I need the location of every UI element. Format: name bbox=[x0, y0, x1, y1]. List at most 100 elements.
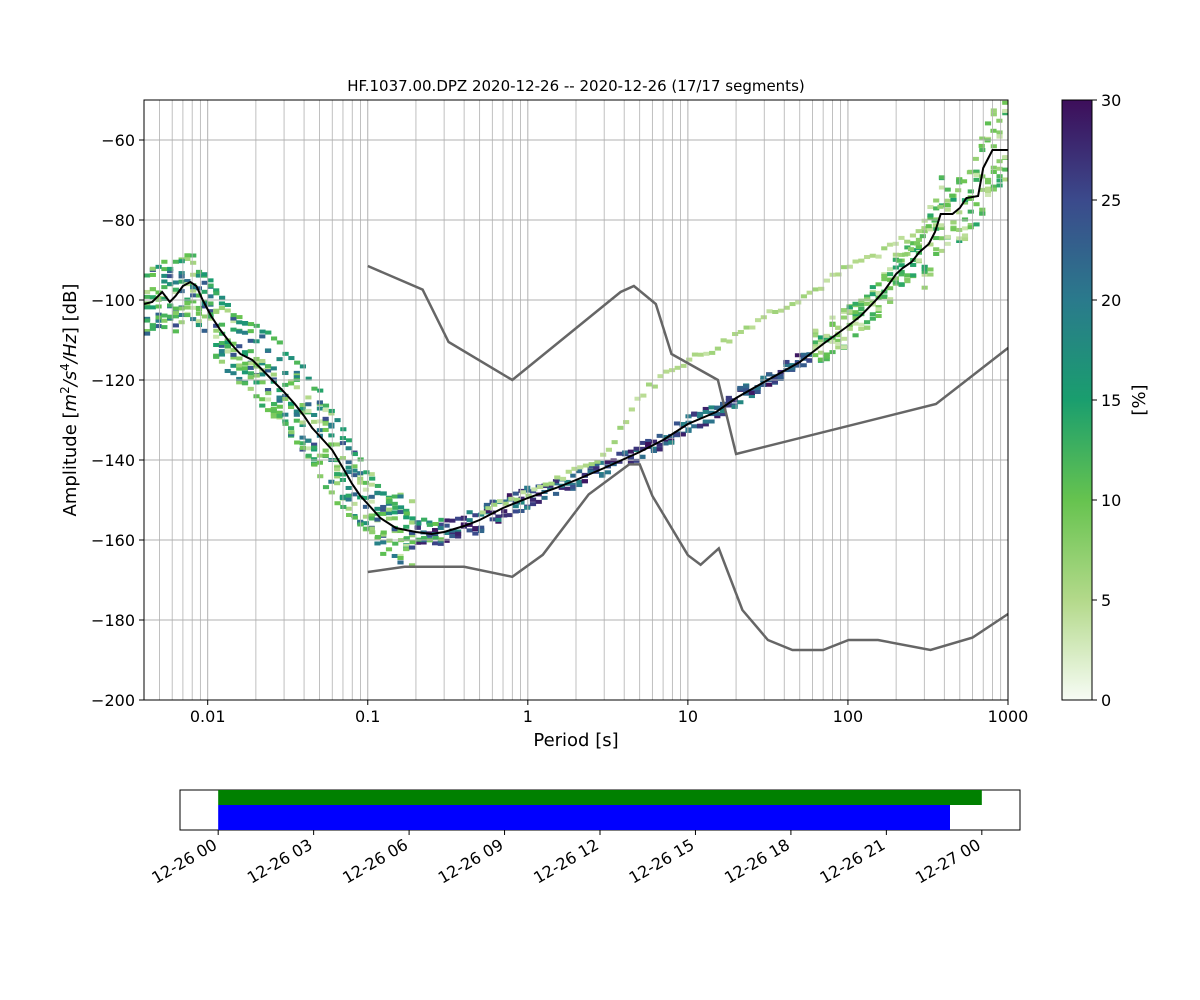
heat-cell bbox=[783, 359, 790, 364]
colorbar-tick-label: 10 bbox=[1101, 491, 1121, 510]
heat-cell bbox=[391, 527, 398, 532]
heat-cell-secondary-trend bbox=[720, 338, 727, 343]
heat-cell-long-period bbox=[925, 224, 932, 229]
heat-cell bbox=[875, 305, 882, 310]
x-tick-label: 0.1 bbox=[355, 707, 380, 726]
heat-cell bbox=[397, 560, 404, 565]
heat-cell-secondary-trend bbox=[531, 487, 538, 492]
heat-cell bbox=[362, 495, 370, 500]
heat-cell-secondary-trend bbox=[582, 463, 590, 468]
heat-cell bbox=[241, 366, 249, 371]
heat-cell bbox=[247, 375, 254, 380]
heat-cell bbox=[858, 322, 865, 327]
heat-cell bbox=[397, 529, 404, 534]
heat-cell bbox=[840, 336, 848, 341]
heat-cell-secondary-trend bbox=[519, 490, 526, 495]
heat-cell bbox=[835, 325, 842, 330]
heat-cell bbox=[432, 541, 439, 546]
heat-cell bbox=[264, 368, 272, 373]
heat-cell bbox=[230, 341, 237, 346]
heat-cell bbox=[887, 286, 894, 291]
heat-cell bbox=[956, 178, 963, 183]
heat-cell bbox=[743, 384, 750, 389]
timeline-ticks: 12-26 00 12-26 03 12-26 06 12-26 09 12-26 12… bbox=[148, 830, 984, 887]
heat-cell bbox=[190, 260, 197, 265]
heat-cell bbox=[564, 480, 571, 485]
heat-cell bbox=[656, 433, 663, 438]
heat-cell bbox=[783, 363, 790, 368]
heat-cell bbox=[627, 460, 634, 465]
heat-cell-lower-high-frequency bbox=[299, 445, 306, 450]
heat-cell bbox=[864, 294, 871, 299]
heat-cell bbox=[172, 306, 179, 311]
heat-cell bbox=[967, 196, 974, 201]
heat-cell bbox=[218, 322, 226, 327]
heat-cell bbox=[817, 338, 825, 343]
heat-cell-upper-high-frequency bbox=[380, 491, 387, 496]
x-tick-label: 10 bbox=[678, 707, 698, 726]
heat-cell bbox=[144, 294, 151, 299]
heat-cell-long-period bbox=[913, 241, 921, 246]
heat-cell bbox=[270, 377, 277, 382]
heat-cell bbox=[823, 354, 830, 359]
heat-cell bbox=[213, 343, 220, 348]
heat-cell bbox=[224, 340, 231, 345]
heat-cell bbox=[259, 358, 266, 363]
heat-cell bbox=[835, 345, 842, 350]
heat-cell-secondary-trend bbox=[559, 476, 567, 481]
heat-cell bbox=[299, 435, 306, 440]
heat-cell bbox=[328, 479, 335, 484]
heat-cell bbox=[852, 314, 859, 319]
heat-cell-lower-high-frequency bbox=[311, 462, 318, 467]
heat-cell-lower-high-frequency bbox=[421, 536, 428, 541]
heat-cell bbox=[645, 438, 652, 443]
heat-cell-secondary-trend bbox=[536, 485, 544, 490]
colorbar-gradient bbox=[1061, 99, 1093, 701]
heat-cell-upper-high-frequency bbox=[363, 470, 370, 475]
heat-cell bbox=[437, 525, 444, 530]
heat-cell-long-period bbox=[902, 252, 909, 257]
heat-cell bbox=[910, 262, 917, 267]
heat-cell bbox=[276, 413, 283, 418]
heat-cell bbox=[282, 396, 289, 401]
heat-cell bbox=[247, 361, 254, 366]
heat-cell bbox=[259, 403, 266, 408]
heat-cell bbox=[840, 345, 848, 350]
heat-cell bbox=[639, 440, 646, 445]
heat-cell-lower-high-frequency bbox=[236, 356, 243, 361]
heat-cell bbox=[552, 491, 560, 496]
heat-cell bbox=[725, 399, 732, 404]
heat-cell bbox=[270, 366, 277, 371]
heat-cell-upper-high-frequency bbox=[334, 418, 341, 423]
heat-cell bbox=[512, 504, 519, 509]
heat-cell bbox=[933, 198, 940, 203]
heat-cell bbox=[293, 370, 300, 375]
y-tick-label: −100 bbox=[91, 291, 135, 310]
heat-cell-upper-high-frequency bbox=[432, 521, 439, 526]
heat-cell bbox=[236, 344, 243, 349]
heat-cell-secondary-trend bbox=[749, 325, 756, 330]
heat-cell-secondary-trend bbox=[886, 242, 894, 247]
heat-cell bbox=[541, 495, 548, 500]
heat-cell bbox=[270, 411, 277, 416]
heat-cell-upper-high-frequency bbox=[224, 302, 231, 307]
heat-cell bbox=[990, 165, 997, 170]
heat-cell bbox=[178, 320, 185, 325]
heat-cell bbox=[334, 474, 341, 479]
heat-cell bbox=[967, 225, 974, 230]
heat-cell-secondary-trend bbox=[709, 350, 716, 355]
heat-cell bbox=[967, 189, 974, 194]
heat-cell bbox=[887, 297, 894, 302]
heat-cell bbox=[408, 499, 416, 504]
heat-cell bbox=[276, 388, 283, 393]
heat-cell bbox=[524, 488, 531, 493]
heat-cell bbox=[714, 405, 721, 410]
heat-cell bbox=[351, 468, 358, 473]
heat-cell bbox=[276, 395, 283, 400]
heat-cell bbox=[944, 187, 951, 192]
heat-cell bbox=[593, 466, 600, 471]
heat-cell-lower-high-frequency bbox=[242, 361, 249, 366]
heat-cell-lower-high-frequency bbox=[363, 526, 370, 531]
heat-cell bbox=[224, 349, 231, 354]
heat-cell bbox=[973, 173, 980, 178]
